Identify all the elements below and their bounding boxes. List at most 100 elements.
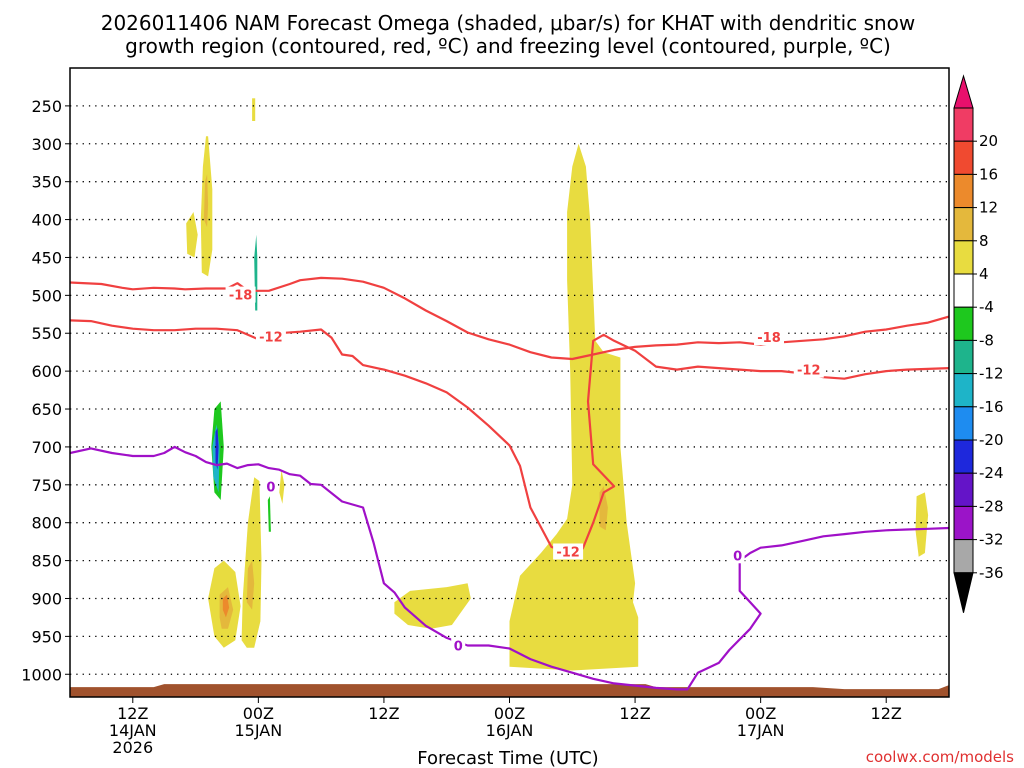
contour-label-freezing-1: 0 <box>454 639 463 654</box>
contour-label-bg-freezing-2 <box>730 547 745 564</box>
omega-region-12 <box>215 428 219 470</box>
colorbar-swatch-1 <box>953 140 974 175</box>
x-tick-label-6-0: 12Z <box>871 704 902 723</box>
x-tick-label-0-2: 2026 <box>112 738 153 757</box>
colorbar-swatch-11 <box>953 472 974 507</box>
omega-region-2 <box>222 594 230 618</box>
colorbar-swatch-3 <box>953 207 974 242</box>
colorbar-swatch-7 <box>953 339 974 375</box>
x-tick-label-0-1: 14JAN <box>109 721 157 740</box>
colorbar-label-12: -32 <box>979 531 1004 549</box>
x-tick-label-5-1: 17JAN <box>737 721 785 740</box>
colorbar-label-13: -36 <box>979 564 1004 582</box>
colorbar-swatch-9 <box>953 406 974 441</box>
y-tick-label-300: 300 <box>31 135 62 154</box>
contour-label-bg-minus12-0 <box>255 328 286 345</box>
omega-region-16 <box>300 86 304 102</box>
contour-label-minus18-1: -18 <box>757 331 781 346</box>
x-axis-label: Forecast Time (UTC) <box>417 748 598 768</box>
x-tick-label-1-1: 15JAN <box>234 721 282 740</box>
y-tick-label-500: 500 <box>31 286 62 305</box>
colorbar-label-10: -24 <box>979 464 1004 482</box>
omega-region-22 <box>267 496 271 532</box>
chart-title-line-1: 2026011406 NAM Forecast Omega (shaded, μ… <box>101 11 916 35</box>
site-credit: coolwx.com/models <box>866 748 1014 766</box>
y-tick-label-800: 800 <box>31 514 62 533</box>
colorbar-swatch-6 <box>953 306 974 341</box>
y-tick-label-350: 350 <box>31 173 62 192</box>
y-tick-label-850: 850 <box>31 552 62 571</box>
contour-label-freezing-2: 0 <box>733 549 742 564</box>
contour-label-bg-minus12-2 <box>793 361 824 378</box>
omega-region-19 <box>509 143 639 671</box>
colorbar-swatch-0 <box>953 107 974 142</box>
y-tick-label-400: 400 <box>31 211 62 230</box>
x-tick-label-5-0: 00Z <box>745 704 776 723</box>
x-tick-label-4-0: 12Z <box>619 704 650 723</box>
contour-minus18 <box>70 276 949 361</box>
colorbar-label-4: 4 <box>979 265 989 283</box>
contour-minus12 <box>70 319 949 555</box>
contour-freezing <box>70 445 949 691</box>
omega-region-5 <box>186 212 198 258</box>
omega-region-23 <box>915 492 929 557</box>
plot-background <box>70 68 949 697</box>
colorbar-label-9: -20 <box>979 431 1004 449</box>
omega-region-17 <box>388 205 395 265</box>
colorbar-swatch-10 <box>953 439 974 474</box>
omega-region-18 <box>394 583 471 629</box>
contour-label-minus12-0: -12 <box>259 330 283 345</box>
y-tick-label-250: 250 <box>31 97 62 116</box>
colorbar-label-7: -12 <box>979 365 1004 383</box>
y-tick-label-700: 700 <box>31 438 62 457</box>
colorbar-label-8: -16 <box>979 398 1004 416</box>
omega-region-8 <box>252 98 256 121</box>
colorbar-top-arrow <box>953 74 974 109</box>
contour-label-bg-minus12-1 <box>553 543 584 560</box>
y-tick-label-950: 950 <box>31 627 62 646</box>
x-tick-label-3-0: 00Z <box>494 704 525 723</box>
colorbar-label-0: 20 <box>979 132 998 150</box>
colorbar-label-1: 16 <box>979 165 998 183</box>
y-tick-label-900: 900 <box>31 589 62 608</box>
contour-label-bg-minus18-1 <box>754 329 785 346</box>
omega-region-21 <box>279 469 285 504</box>
contour-label-bg-freezing-0 <box>263 478 278 495</box>
contour-label-minus12-1: -12 <box>556 545 580 560</box>
y-tick-label-600: 600 <box>31 362 62 381</box>
colorbar: 20 16 12 8 4 -4 -8 -12 -16 -20 -24 -28 -32 -36 <box>953 74 1004 613</box>
colorbar-swatch-13 <box>953 539 974 574</box>
omega-region-4 <box>246 560 255 610</box>
x-tick-label-3-1: 16JAN <box>486 721 534 740</box>
colorbar-swatch-8 <box>953 373 974 408</box>
x-tick-label-1-0: 00Z <box>243 704 274 723</box>
omega-region-7 <box>203 174 209 228</box>
y-tick-label-650: 650 <box>31 400 62 419</box>
colorbar-label-6: -8 <box>979 331 994 349</box>
contour-label-minus18-0: -18 <box>229 289 253 304</box>
contour-label-bg-freezing-1 <box>451 637 466 654</box>
y-tick-label-750: 750 <box>31 476 62 495</box>
x-tick-label-0-0: 12Z <box>117 704 148 723</box>
colorbar-bottom-arrow <box>953 572 974 613</box>
chart-title-line-2: growth region (contoured, red, ºC) and f… <box>125 34 891 58</box>
plot-content: -18 -18 -12 -12 -12 0 0 0 <box>70 86 949 697</box>
y-tick-label-550: 550 <box>31 324 62 343</box>
y-tick-label-450: 450 <box>31 248 62 267</box>
colorbar-label-5: -4 <box>979 298 994 316</box>
contour-label-minus12-2: -12 <box>797 364 821 379</box>
plot-area: -18 -18 -12 -12 -12 0 0 0 250 300 350 400 450 500 550 6… <box>21 67 950 757</box>
colorbar-label-3: 8 <box>979 232 989 250</box>
colorbar-swatch-12 <box>953 505 974 541</box>
contour-label-bg-minus18-0 <box>225 286 256 303</box>
colorbar-swatch-4 <box>953 240 974 275</box>
ground-band <box>70 684 949 697</box>
y-tick-label-1000: 1000 <box>21 665 62 684</box>
contour-label-freezing-0: 0 <box>266 480 275 495</box>
colorbar-swatch-5 <box>953 273 974 308</box>
colorbar-swatch-2 <box>953 173 974 209</box>
x-tick-label-2-0: 12Z <box>368 704 399 723</box>
colorbar-label-11: -28 <box>979 497 1004 515</box>
colorbar-label-2: 12 <box>979 199 998 217</box>
